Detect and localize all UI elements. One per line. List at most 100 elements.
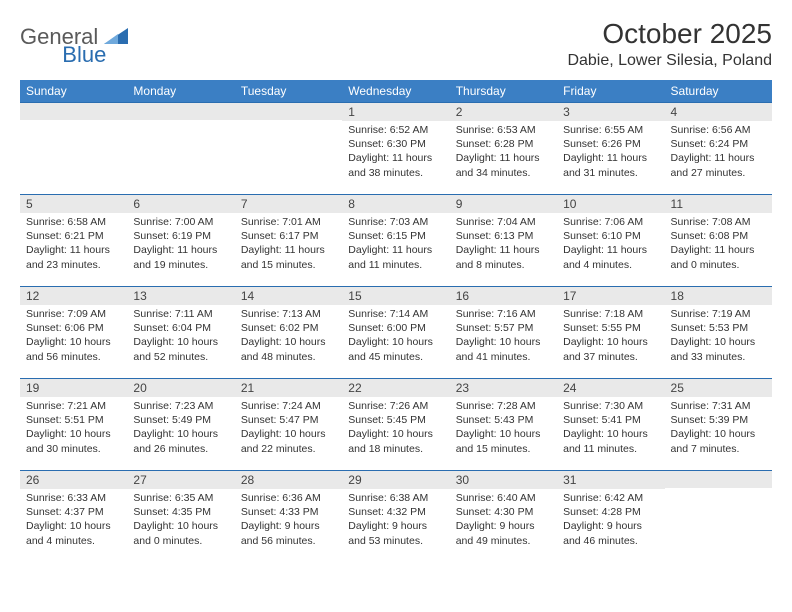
detail-line: Daylight: 10 hours: [133, 335, 228, 349]
day-number: 18: [665, 286, 772, 305]
calendar-thead: SundayMondayTuesdayWednesdayThursdayFrid…: [20, 80, 772, 102]
detail-line: Sunset: 6:13 PM: [456, 229, 551, 243]
detail-line: Daylight: 10 hours: [671, 335, 766, 349]
calendar-week-row: 19Sunrise: 7:21 AMSunset: 5:51 PMDayligh…: [20, 378, 772, 470]
detail-line: Sunset: 6:17 PM: [241, 229, 336, 243]
day-number: 27: [127, 470, 234, 489]
detail-line: and 11 minutes.: [563, 442, 658, 456]
calendar-cell: 29Sunrise: 6:38 AMSunset: 4:32 PMDayligh…: [342, 470, 449, 560]
detail-line: Sunset: 5:41 PM: [563, 413, 658, 427]
weekday-header: Thursday: [450, 80, 557, 102]
detail-line: Sunset: 5:45 PM: [348, 413, 443, 427]
calendar-cell: 30Sunrise: 6:40 AMSunset: 4:30 PMDayligh…: [450, 470, 557, 560]
detail-line: Daylight: 10 hours: [26, 519, 121, 533]
detail-line: Sunset: 4:37 PM: [26, 505, 121, 519]
detail-line: Sunrise: 7:04 AM: [456, 215, 551, 229]
detail-line: Sunrise: 7:03 AM: [348, 215, 443, 229]
day-number: 19: [20, 378, 127, 397]
calendar-week-row: 26Sunrise: 6:33 AMSunset: 4:37 PMDayligh…: [20, 470, 772, 560]
detail-line: Sunrise: 7:16 AM: [456, 307, 551, 321]
day-details: Sunrise: 7:11 AMSunset: 6:04 PMDaylight:…: [127, 305, 234, 366]
day-number: 31: [557, 470, 664, 489]
day-number: 15: [342, 286, 449, 305]
detail-line: and 31 minutes.: [563, 166, 658, 180]
day-number: 22: [342, 378, 449, 397]
detail-line: Daylight: 11 hours: [563, 243, 658, 257]
detail-line: Sunset: 6:30 PM: [348, 137, 443, 151]
calendar-cell: [665, 470, 772, 560]
weekday-header: Friday: [557, 80, 664, 102]
day-number: 11: [665, 194, 772, 213]
detail-line: and 49 minutes.: [456, 534, 551, 548]
detail-line: Sunset: 6:26 PM: [563, 137, 658, 151]
day-details: Sunrise: 7:13 AMSunset: 6:02 PMDaylight:…: [235, 305, 342, 366]
detail-line: Sunrise: 6:38 AM: [348, 491, 443, 505]
calendar-cell: 20Sunrise: 7:23 AMSunset: 5:49 PMDayligh…: [127, 378, 234, 470]
day-number: 1: [342, 102, 449, 121]
day-details: Sunrise: 6:38 AMSunset: 4:32 PMDaylight:…: [342, 489, 449, 550]
day-number: 3: [557, 102, 664, 121]
detail-line: Sunset: 5:51 PM: [26, 413, 121, 427]
detail-line: Daylight: 10 hours: [563, 427, 658, 441]
detail-line: Sunset: 4:33 PM: [241, 505, 336, 519]
detail-line: Daylight: 10 hours: [348, 427, 443, 441]
calendar-cell: 15Sunrise: 7:14 AMSunset: 6:00 PMDayligh…: [342, 286, 449, 378]
detail-line: and 30 minutes.: [26, 442, 121, 456]
detail-line: Daylight: 10 hours: [671, 427, 766, 441]
day-number: [127, 102, 234, 120]
detail-line: Sunset: 6:24 PM: [671, 137, 766, 151]
day-details: Sunrise: 7:24 AMSunset: 5:47 PMDaylight:…: [235, 397, 342, 458]
detail-line: Sunrise: 6:58 AM: [26, 215, 121, 229]
detail-line: and 46 minutes.: [563, 534, 658, 548]
calendar-cell: 3Sunrise: 6:55 AMSunset: 6:26 PMDaylight…: [557, 102, 664, 194]
day-details: Sunrise: 7:04 AMSunset: 6:13 PMDaylight:…: [450, 213, 557, 274]
detail-line: Sunset: 5:57 PM: [456, 321, 551, 335]
day-number: 29: [342, 470, 449, 489]
detail-line: Sunset: 4:35 PM: [133, 505, 228, 519]
detail-line: Daylight: 11 hours: [456, 243, 551, 257]
detail-line: Sunrise: 6:55 AM: [563, 123, 658, 137]
calendar-page: General Blue October 2025 Dabie, Lower S…: [0, 0, 792, 578]
detail-line: Sunset: 5:55 PM: [563, 321, 658, 335]
calendar-body: 1Sunrise: 6:52 AMSunset: 6:30 PMDaylight…: [20, 102, 772, 560]
detail-line: and 56 minutes.: [241, 534, 336, 548]
detail-line: Sunset: 5:47 PM: [241, 413, 336, 427]
brand-triangle-icon: [104, 26, 128, 49]
detail-line: Sunrise: 7:01 AM: [241, 215, 336, 229]
detail-line: Daylight: 11 hours: [241, 243, 336, 257]
day-details: Sunrise: 6:53 AMSunset: 6:28 PMDaylight:…: [450, 121, 557, 182]
day-number: 5: [20, 194, 127, 213]
day-details: Sunrise: 7:09 AMSunset: 6:06 PMDaylight:…: [20, 305, 127, 366]
detail-line: Sunrise: 6:42 AM: [563, 491, 658, 505]
calendar-cell: 17Sunrise: 7:18 AMSunset: 5:55 PMDayligh…: [557, 286, 664, 378]
detail-line: Sunrise: 7:21 AM: [26, 399, 121, 413]
day-details: Sunrise: 7:06 AMSunset: 6:10 PMDaylight:…: [557, 213, 664, 274]
weekday-header: Tuesday: [235, 80, 342, 102]
day-number: 24: [557, 378, 664, 397]
detail-line: Daylight: 10 hours: [26, 427, 121, 441]
calendar-cell: 18Sunrise: 7:19 AMSunset: 5:53 PMDayligh…: [665, 286, 772, 378]
calendar-cell: [20, 102, 127, 194]
detail-line: Daylight: 9 hours: [241, 519, 336, 533]
detail-line: Daylight: 10 hours: [241, 335, 336, 349]
calendar-cell: 4Sunrise: 6:56 AMSunset: 6:24 PMDaylight…: [665, 102, 772, 194]
detail-line: Daylight: 10 hours: [26, 335, 121, 349]
detail-line: Sunrise: 6:33 AM: [26, 491, 121, 505]
detail-line: Sunrise: 7:18 AM: [563, 307, 658, 321]
detail-line: Sunset: 4:30 PM: [456, 505, 551, 519]
detail-line: and 27 minutes.: [671, 166, 766, 180]
brand-logo: General Blue: [20, 18, 174, 50]
detail-line: Daylight: 11 hours: [671, 243, 766, 257]
calendar-table: SundayMondayTuesdayWednesdayThursdayFrid…: [20, 80, 772, 560]
detail-line: and 53 minutes.: [348, 534, 443, 548]
day-number: 26: [20, 470, 127, 489]
detail-line: Daylight: 10 hours: [348, 335, 443, 349]
day-details: Sunrise: 7:21 AMSunset: 5:51 PMDaylight:…: [20, 397, 127, 458]
detail-line: Daylight: 11 hours: [348, 151, 443, 165]
detail-line: Sunset: 6:19 PM: [133, 229, 228, 243]
day-details: Sunrise: 7:00 AMSunset: 6:19 PMDaylight:…: [127, 213, 234, 274]
calendar-cell: 16Sunrise: 7:16 AMSunset: 5:57 PMDayligh…: [450, 286, 557, 378]
detail-line: Sunrise: 6:36 AM: [241, 491, 336, 505]
detail-line: Sunrise: 7:30 AM: [563, 399, 658, 413]
day-number: 28: [235, 470, 342, 489]
